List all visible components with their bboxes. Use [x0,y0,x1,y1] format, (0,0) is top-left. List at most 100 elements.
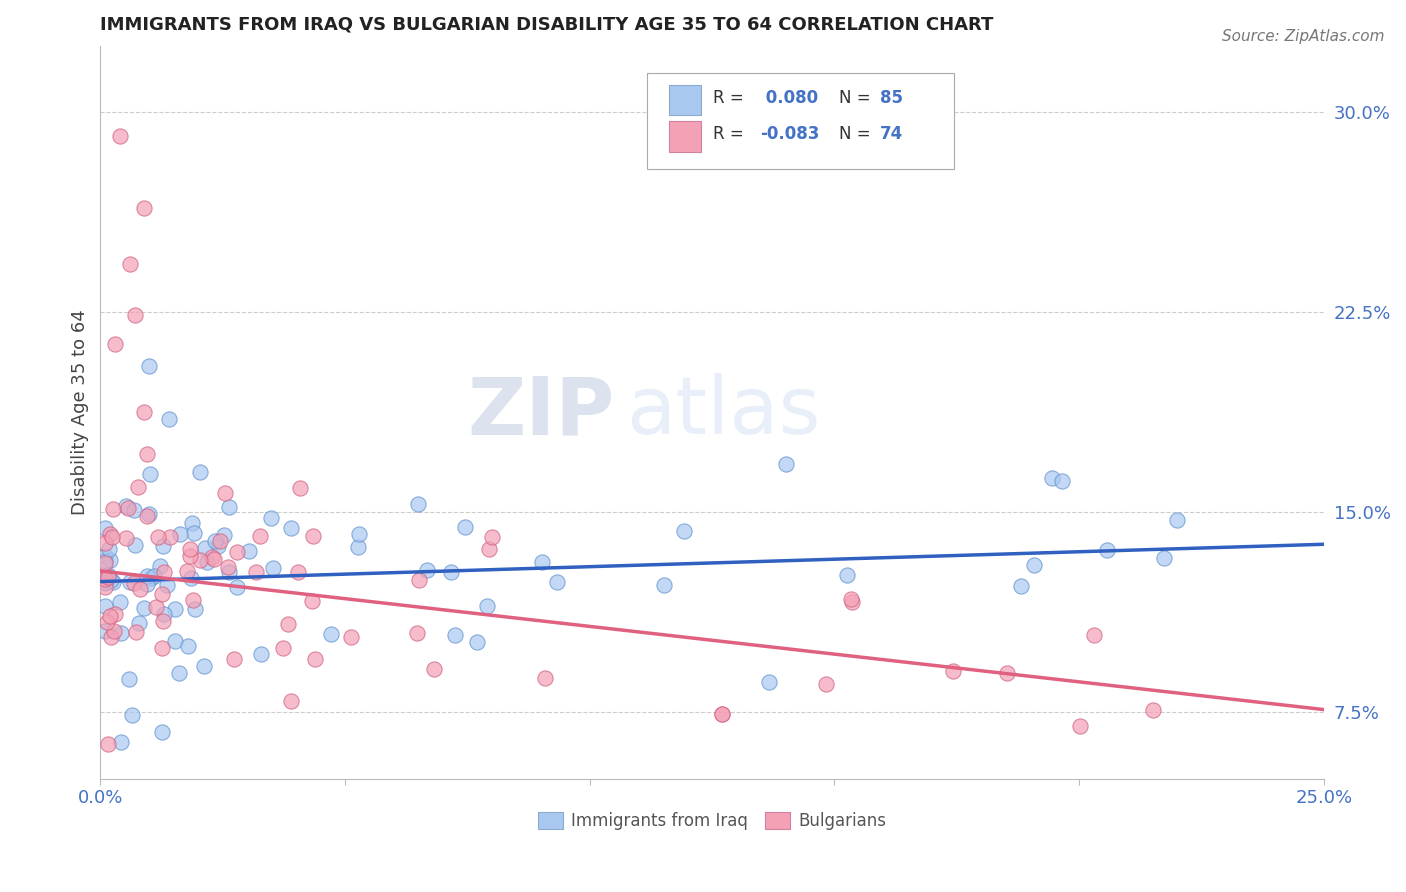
Point [138,507,160,521]
Point [207,539,229,553]
Point [1010,579,1032,593]
Point [135,508,157,523]
Point [201,550,224,565]
Point [1166,513,1188,527]
Point [181,592,204,607]
Point [841,595,863,609]
FancyBboxPatch shape [669,85,702,115]
Point [531,555,554,569]
Point [1095,542,1118,557]
Point [115,499,138,513]
Point [135,576,157,591]
Point [100,630,122,644]
Point [710,706,733,721]
Point [212,528,235,542]
Point [260,510,283,524]
Point [97,737,120,751]
Point [775,458,797,472]
Point [454,520,477,534]
Text: R =: R = [713,126,749,144]
Point [249,529,271,543]
Point [101,502,124,516]
Point [405,626,427,640]
Point [347,541,370,555]
Point [110,625,132,640]
Point [150,640,173,655]
Point [408,573,430,587]
Text: N =: N = [839,88,876,107]
Point [167,666,190,681]
Point [100,530,122,544]
Point [118,574,141,589]
Point [1024,558,1046,572]
Point [104,337,127,351]
Point [163,633,186,648]
Point [139,571,162,585]
Point [128,615,150,630]
Point [169,527,191,541]
Point [138,467,160,482]
Point [98,527,121,541]
Point [188,466,211,480]
FancyBboxPatch shape [669,121,702,152]
Point [132,601,155,615]
Point [134,202,156,216]
Text: N =: N = [839,126,876,144]
Point [416,562,439,576]
Point [132,405,155,419]
Point [183,525,205,540]
Point [94,624,117,639]
Point [995,666,1018,681]
Point [150,587,173,601]
Text: -0.083: -0.083 [759,126,820,144]
Point [218,500,240,514]
Text: IMMIGRANTS FROM IRAQ VS BULGARIAN DISABILITY AGE 35 TO 64 CORRELATION CHART: IMMIGRANTS FROM IRAQ VS BULGARIAN DISABI… [100,15,994,33]
Point [98,552,121,566]
Point [652,578,675,592]
Point [94,520,117,534]
Point [177,640,200,654]
Point [163,601,186,615]
Point [194,541,217,555]
Point [100,573,122,587]
Point [225,580,247,594]
Point [176,564,198,578]
Point [262,561,284,575]
Point [97,568,120,582]
Point [145,600,167,615]
Point [942,665,965,679]
Point [304,652,326,666]
Point [152,614,174,628]
Point [142,569,165,583]
Point [180,571,202,585]
Point [271,640,294,655]
Point [152,725,174,739]
Point [290,482,312,496]
Point [149,559,172,574]
Point [136,446,159,460]
Point [94,554,117,568]
Point [277,617,299,632]
Point [302,529,325,543]
Point [837,568,859,582]
Point [406,497,429,511]
Point [193,658,215,673]
Point [1069,719,1091,733]
Point [180,516,202,530]
Point [103,624,125,639]
Point [152,539,174,553]
Point [125,624,148,639]
Point [103,575,125,590]
Point [1040,471,1063,485]
Point [94,535,117,549]
Point [444,627,467,641]
Text: 74: 74 [880,126,903,144]
Point [157,412,180,426]
Point [94,580,117,594]
Point [204,533,226,548]
Point [214,486,236,500]
Point [98,609,121,624]
Point [467,634,489,648]
Point [98,570,121,584]
Point [475,599,498,614]
